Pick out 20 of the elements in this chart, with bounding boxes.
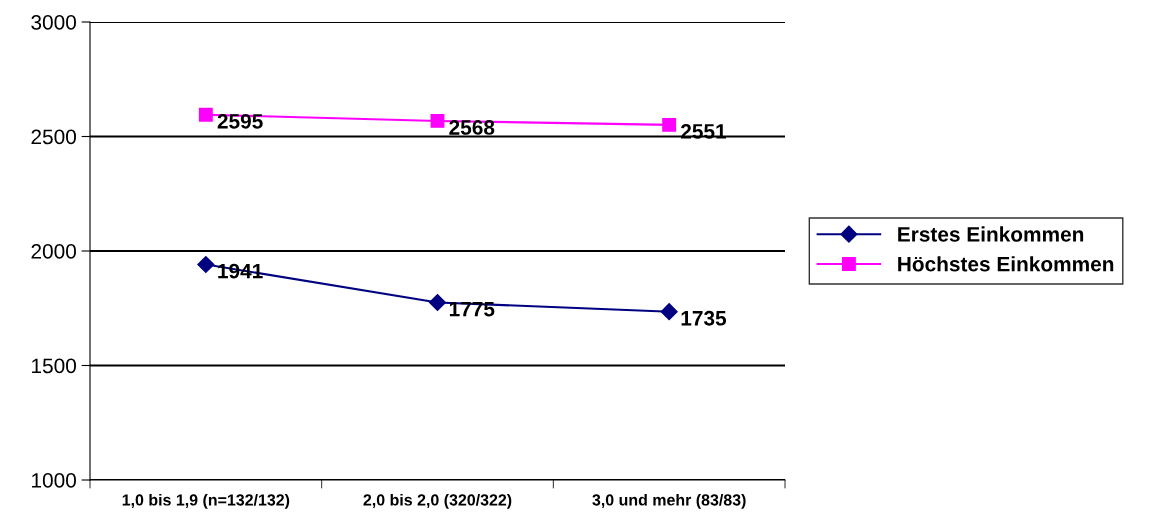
legend-label: Erstes Einkommen [898,226,1084,242]
x-tick-label: 1,0 bis 1,9 (n=132/132) [122,493,290,509]
point [660,303,678,321]
x-tick-label: 2,0 bis 2,0 (320/322) [363,493,512,509]
point [198,107,213,122]
y-tick-label: 1000 [32,473,76,488]
y-tick-label: 2000 [31,244,76,259]
point [197,255,215,274]
data-label: 1735 [681,310,727,326]
x-tick-label: 3,0 und mehr (83/83) [592,493,746,509]
point [428,293,447,312]
legend-label: Höchstes Einkommen [898,256,1114,272]
point [662,117,677,132]
y-tick-label: 3000 [31,15,76,30]
data-label: 2595 [217,113,263,129]
data-label: 2568 [449,120,495,135]
point [430,113,445,128]
data-label: 1775 [449,301,495,317]
y-tick-label: 2500 [31,129,76,145]
y-tick-label: 1500 [32,358,76,374]
